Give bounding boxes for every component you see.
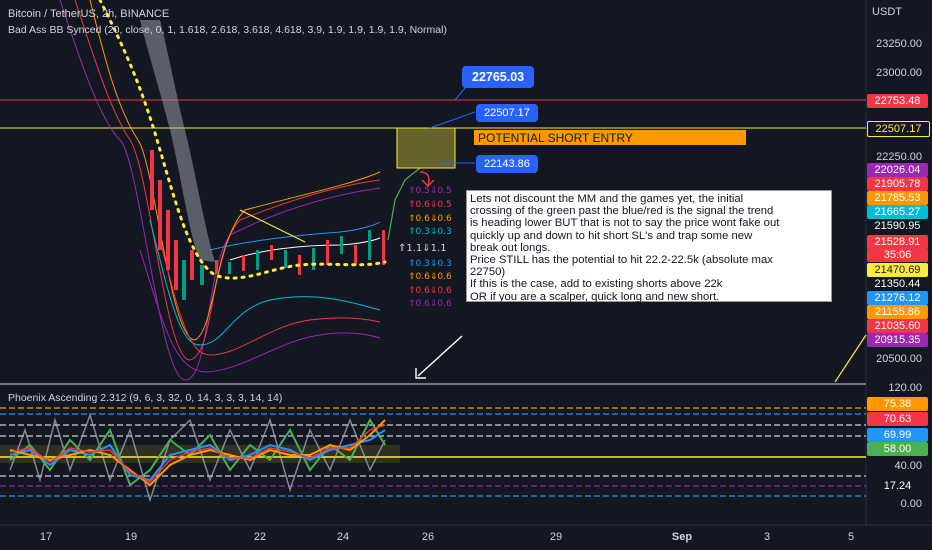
yellow-diagonal [834,334,867,383]
note-line: OR if you are a scalper, quick long and … [470,290,720,303]
note-line: is heading lower BUT that is not to say … [470,217,780,230]
callout-mid[interactable]: 22507.17 [476,104,538,122]
time-tick: 29 [549,531,563,543]
osc-tag: 69.99 [867,428,928,442]
price-tag: 21528.91 [867,235,928,249]
candles [150,150,385,300]
price-tag: 22753.48 [867,94,928,108]
price-tag: 22026.04 [867,163,928,177]
signal-label: ⇑1.1⇓1.1 [398,243,447,254]
oscillator-pane [0,407,866,503]
price-tick: 22250.00 [876,151,922,163]
signal-label: ⇑0.5⇓0.5 [408,186,452,196]
note-line: Lets not discount the MM and the games y… [470,193,744,205]
signal-label: ⇑0.6⇓0.5 [408,200,452,210]
callout-low[interactable]: 22143.86 [476,155,538,173]
note-line: Price STILL has the potential to hit 22.… [470,254,773,267]
white-arrow-head [415,368,426,379]
signal-label: ⇑0.6⇓0.6 [408,214,452,224]
price-tag: 20915.35 [867,333,928,347]
countdown-tag: 35:06 [867,248,928,262]
signal-label: ⇑0.6⇓0.6 [408,272,452,282]
time-tick: 22 [253,531,267,543]
callout-connector-mid [429,111,476,129]
symbol-title[interactable]: Bitcoin / TetherUS, 2h, BINANCE [8,8,170,20]
short-entry-zone [396,127,456,169]
price-tag: 21470.69 [867,263,928,277]
short-entry-banner [474,130,746,145]
price-tag: 21035.60 [867,319,928,333]
green-projection [387,167,421,241]
osc-tag: 58.00 [867,442,928,456]
time-tick: 17 [39,531,53,543]
note-line: break out longs. [470,241,551,254]
signal-label: ⇑0.3⇓0.3 [408,227,452,237]
osc-tag: 75.38 [867,397,928,411]
bollinger-bands [59,0,381,381]
time-tick: 19 [124,531,138,543]
note-line: crossing of the green past the blue/red … [470,205,774,218]
price-tag: 22507.17 [867,121,930,137]
white-arrow [417,335,463,377]
time-tick: 26 [421,531,435,543]
price-tag: 21350.44 [867,277,928,291]
osc-tick: 0.00 [900,498,922,510]
callout-top[interactable]: 22765.03 [462,66,535,88]
analysis-note[interactable]: Lets not discount the MM and the games y… [466,190,832,303]
short-entry-label: POTENTIAL SHORT ENTRY [478,131,633,145]
signal-label: ⇑0.3⇓0.3 [408,259,452,269]
trend-dots [98,0,387,280]
note-line: quickly up and down to hit short SL's an… [470,229,753,242]
osc-tick: 40.00 [894,460,922,472]
price-tag: 21590.95 [867,219,928,233]
osc-tag: 17.24 [867,479,928,493]
signal-label: ⇑0.6⇓0.6 [408,286,452,296]
price-tag: 21276.12 [867,291,928,305]
price-tick: 23000.00 [876,67,922,79]
price-tag: 21785.53 [867,191,928,205]
oscillator-title[interactable]: Phoenix Ascending 2.312 (9, 6, 3, 32, 0,… [8,392,283,404]
signal-label: ⇑0.6⇓0.6 [408,299,452,309]
time-tick: 5 [847,531,855,543]
time-tick: Sep [671,531,693,543]
note-line: 22750) [470,266,506,279]
price-tag: 21155.86 [867,305,928,319]
indicator-legend[interactable]: Bad Ass BB Synced (20, close, 0, 1, 1.61… [8,24,447,36]
time-tick: 24 [336,531,350,543]
channel-fill [140,20,215,262]
yellow-trend-line [239,209,306,243]
price-tick: 23250.00 [876,38,922,50]
osc-tick: 120.00 [888,382,922,394]
note-line: If this is the case, add to existing sho… [470,278,723,291]
price-tick: 20500.00 [876,353,922,365]
currency-label: USDT [872,6,902,18]
price-tag: 21665.27 [867,205,928,219]
time-tick: 3 [763,531,771,543]
price-tag: 21905.78 [867,177,928,191]
down-arrow-red [419,171,435,188]
osc-tag: 70.63 [867,412,928,426]
